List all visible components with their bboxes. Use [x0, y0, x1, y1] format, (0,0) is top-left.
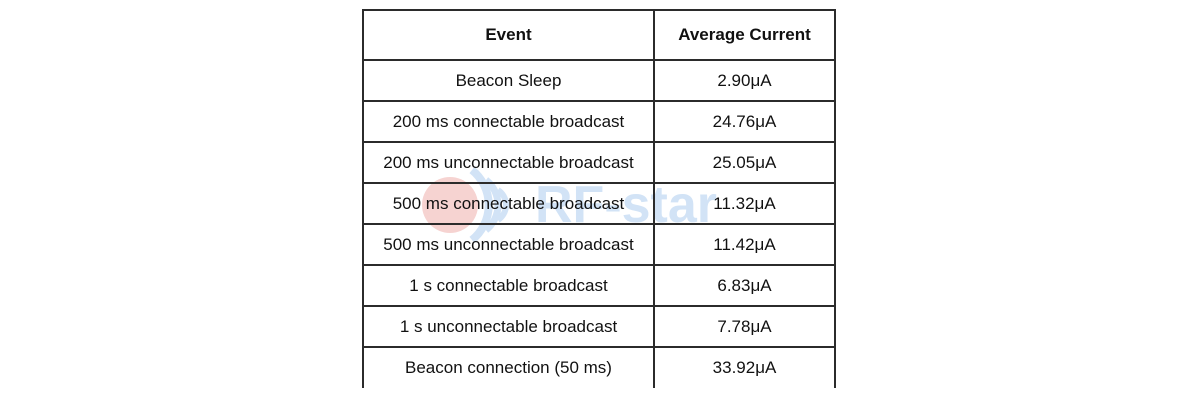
- table-row: 500 ms unconnectable broadcast 11.42μA: [362, 223, 836, 266]
- current-cell: 24.76μA: [653, 100, 836, 143]
- current-cell: 11.42μA: [653, 223, 836, 266]
- current-table: Event Average Current Beacon Sleep 2.90μ…: [362, 9, 836, 388]
- event-cell: 500 ms unconnectable broadcast: [362, 223, 655, 266]
- current-cell: 25.05μA: [653, 141, 836, 184]
- table-row: Beacon Sleep 2.90μA: [362, 59, 836, 102]
- event-cell: 1 s unconnectable broadcast: [362, 305, 655, 348]
- header-event: Event: [362, 9, 655, 61]
- table-header-row: Event Average Current: [362, 9, 836, 61]
- event-cell: Beacon connection (50 ms): [362, 346, 655, 388]
- current-cell: 7.78μA: [653, 305, 836, 348]
- header-average-current: Average Current: [653, 9, 836, 61]
- current-cell: 6.83μA: [653, 264, 836, 307]
- event-cell: 200 ms unconnectable broadcast: [362, 141, 655, 184]
- current-cell: 11.32μA: [653, 182, 836, 225]
- table-row: 1 s connectable broadcast 6.83μA: [362, 264, 836, 307]
- table-row: 500 ms connectable broadcast 11.32μA: [362, 182, 836, 225]
- table-row: 200 ms unconnectable broadcast 25.05μA: [362, 141, 836, 184]
- event-cell: 1 s connectable broadcast: [362, 264, 655, 307]
- table-row: Beacon connection (50 ms) 33.92μA: [362, 346, 836, 388]
- table-row: 200 ms connectable broadcast 24.76μA: [362, 100, 836, 143]
- event-cell: 500 ms connectable broadcast: [362, 182, 655, 225]
- table-row: 1 s unconnectable broadcast 7.78μA: [362, 305, 836, 348]
- current-cell: 33.92μA: [653, 346, 836, 388]
- event-cell: 200 ms connectable broadcast: [362, 100, 655, 143]
- event-cell: Beacon Sleep: [362, 59, 655, 102]
- current-cell: 2.90μA: [653, 59, 836, 102]
